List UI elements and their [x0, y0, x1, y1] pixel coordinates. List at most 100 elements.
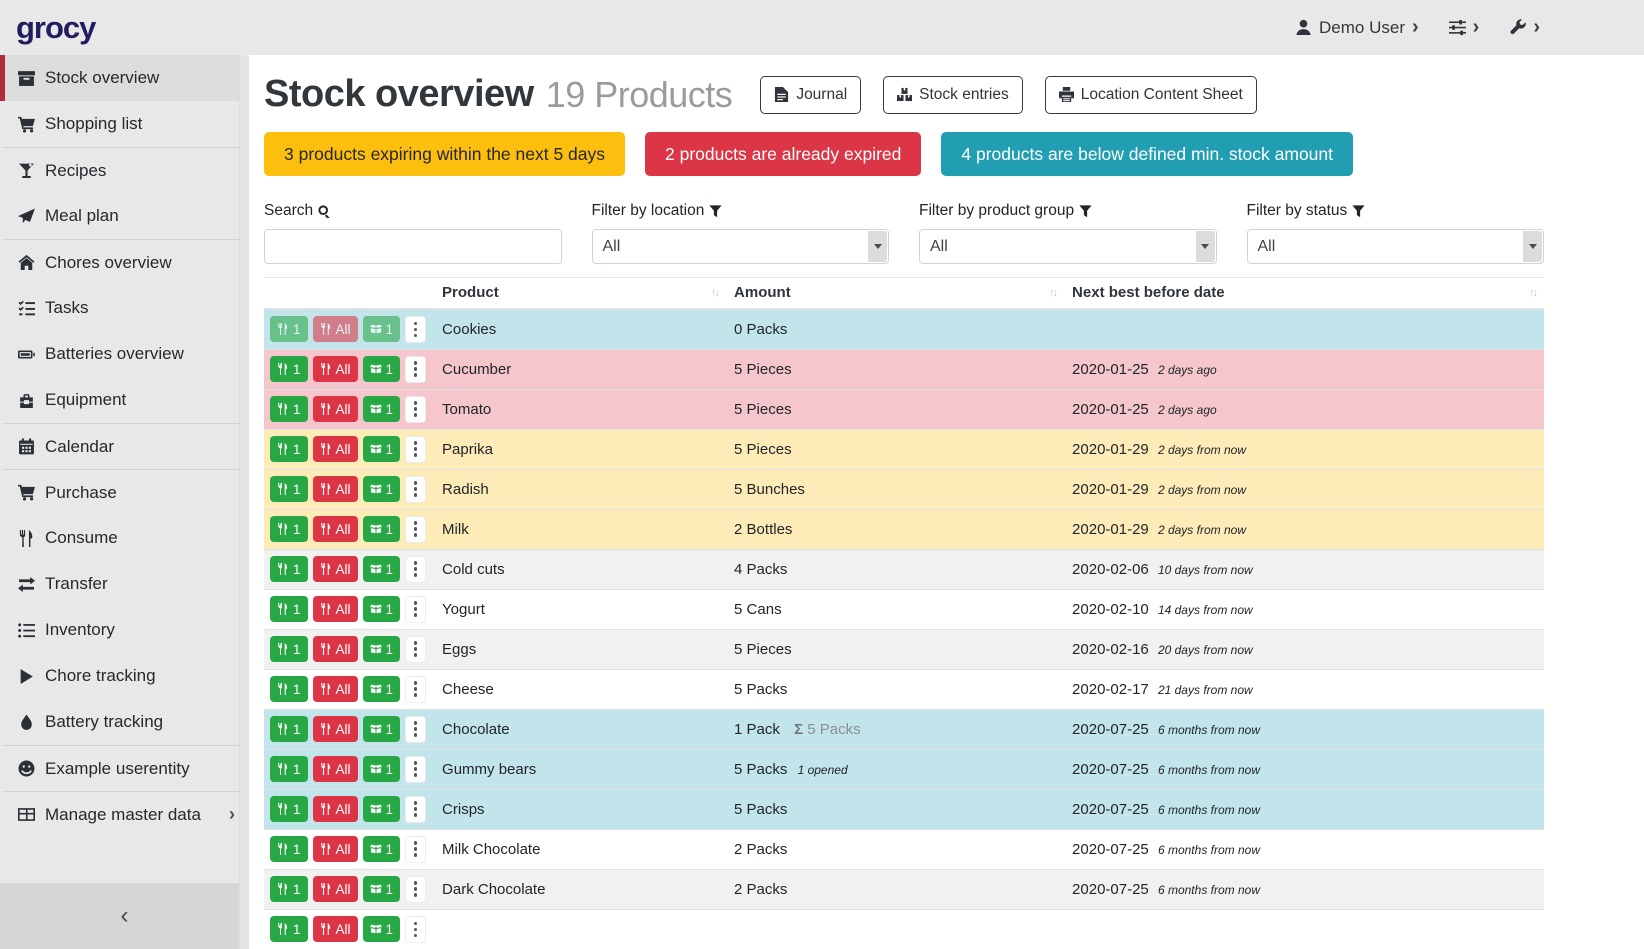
- sidebar-item-manage-master-data[interactable]: Manage master data ›: [0, 791, 249, 837]
- consume-all-button[interactable]: All: [313, 636, 358, 662]
- consume-one-button[interactable]: 1: [270, 396, 308, 422]
- product-group-filter-select[interactable]: All: [919, 229, 1217, 264]
- open-one-button[interactable]: 1: [363, 876, 401, 902]
- row-more-button[interactable]: [405, 796, 426, 823]
- location-content-sheet-button[interactable]: Location Content Sheet: [1045, 76, 1257, 114]
- open-one-button[interactable]: 1: [363, 636, 401, 662]
- row-more-button[interactable]: [405, 436, 426, 463]
- consume-one-button[interactable]: 1: [270, 516, 308, 542]
- open-one-button[interactable]: 1: [363, 716, 401, 742]
- sidebar-item-transfer[interactable]: Transfer: [0, 561, 249, 607]
- search-input[interactable]: [264, 229, 562, 264]
- row-more-button[interactable]: [405, 756, 426, 783]
- consume-one-button[interactable]: 1: [270, 436, 308, 462]
- angle-left-icon: ‹: [121, 902, 129, 930]
- stock-entries-button[interactable]: Stock entries: [883, 76, 1023, 114]
- amount-column-header[interactable]: Amount↑↓: [726, 278, 1064, 310]
- consume-all-button[interactable]: All: [313, 596, 358, 622]
- consume-all-button[interactable]: All: [313, 396, 358, 422]
- sidebar-item-purchase[interactable]: Purchase: [0, 469, 249, 515]
- row-more-button[interactable]: [405, 396, 426, 423]
- consume-all-button[interactable]: All: [313, 676, 358, 702]
- open-one-button[interactable]: 1: [363, 916, 401, 942]
- open-one-button[interactable]: 1: [363, 676, 401, 702]
- sidebar-item-chores-overview[interactable]: Chores overview: [0, 239, 249, 285]
- consume-all-button[interactable]: All: [313, 836, 358, 862]
- consume-all-button[interactable]: All: [313, 556, 358, 582]
- consume-one-button[interactable]: 1: [270, 636, 308, 662]
- consume-one-button[interactable]: 1: [270, 716, 308, 742]
- consume-one-button[interactable]: 1: [270, 836, 308, 862]
- row-more-button[interactable]: [405, 556, 426, 583]
- journal-button[interactable]: Journal: [760, 76, 861, 114]
- consume-one-button[interactable]: 1: [270, 476, 308, 502]
- open-one-button[interactable]: 1: [363, 436, 401, 462]
- row-more-button[interactable]: [405, 356, 426, 383]
- list-icon: [17, 622, 36, 639]
- sidebar-item-example-userentity[interactable]: Example userentity: [0, 745, 249, 791]
- row-more-button[interactable]: [405, 316, 426, 343]
- consume-one-button[interactable]: 1: [270, 676, 308, 702]
- sidebar-item-stock-overview[interactable]: Stock overview: [0, 55, 249, 101]
- consume-one-button[interactable]: 1: [270, 756, 308, 782]
- open-one-button[interactable]: 1: [363, 796, 401, 822]
- row-more-button[interactable]: [405, 516, 426, 543]
- sidebar-item-meal-plan[interactable]: Meal plan: [0, 193, 249, 239]
- status-filter-select[interactable]: All: [1247, 229, 1545, 264]
- row-more-button[interactable]: [405, 676, 426, 703]
- consume-one-button[interactable]: 1: [270, 596, 308, 622]
- row-more-button[interactable]: [405, 876, 426, 903]
- product-column-header[interactable]: Product↑↓: [434, 278, 726, 310]
- consume-all-button[interactable]: All: [313, 796, 358, 822]
- sidebar-item-recipes[interactable]: Recipes: [0, 147, 249, 193]
- open-one-button[interactable]: 1: [363, 596, 401, 622]
- sidebar-item-tasks[interactable]: Tasks: [0, 285, 249, 331]
- consume-one-button[interactable]: 1: [270, 316, 308, 342]
- sidebar-item-shopping-list[interactable]: Shopping list: [0, 101, 249, 147]
- row-more-button[interactable]: [405, 636, 426, 663]
- settings-menu[interactable]: ›: [1449, 18, 1480, 38]
- row-more-button[interactable]: [405, 596, 426, 623]
- open-one-button[interactable]: 1: [363, 396, 401, 422]
- open-one-button[interactable]: 1: [363, 516, 401, 542]
- app-logo[interactable]: grocy: [16, 10, 95, 46]
- user-menu[interactable]: Demo User ›: [1295, 18, 1419, 38]
- open-one-button[interactable]: 1: [363, 316, 401, 342]
- consume-all-button[interactable]: All: [313, 516, 358, 542]
- sidebar-item-equipment[interactable]: Equipment: [0, 377, 249, 423]
- open-one-button[interactable]: 1: [363, 356, 401, 382]
- product-group-filter-label: Filter by product group: [919, 202, 1217, 220]
- open-one-button[interactable]: 1: [363, 836, 401, 862]
- consume-one-button[interactable]: 1: [270, 916, 308, 942]
- open-one-button[interactable]: 1: [363, 556, 401, 582]
- consume-all-button[interactable]: All: [313, 716, 358, 742]
- row-more-button[interactable]: [405, 716, 426, 743]
- sidebar-item-batteries-overview[interactable]: Batteries overview: [0, 331, 249, 377]
- open-one-button[interactable]: 1: [363, 476, 401, 502]
- open-one-button[interactable]: 1: [363, 756, 401, 782]
- consume-one-button[interactable]: 1: [270, 556, 308, 582]
- consume-all-button[interactable]: All: [313, 316, 358, 342]
- consume-all-button[interactable]: All: [313, 436, 358, 462]
- sidebar-item-battery-tracking[interactable]: Battery tracking: [0, 699, 249, 745]
- row-more-button[interactable]: [405, 476, 426, 503]
- date-column-header[interactable]: Next best before date↑↓: [1064, 278, 1544, 310]
- consume-all-button[interactable]: All: [313, 876, 358, 902]
- consume-all-button[interactable]: All: [313, 356, 358, 382]
- sidebar-collapse-button[interactable]: ‹: [0, 883, 249, 949]
- consume-all-button[interactable]: All: [313, 476, 358, 502]
- row-more-button[interactable]: [405, 836, 426, 863]
- sidebar-item-inventory[interactable]: Inventory: [0, 607, 249, 653]
- consume-one-button[interactable]: 1: [270, 796, 308, 822]
- consume-all-button[interactable]: All: [313, 756, 358, 782]
- best-before-date: 2020-02-16: [1072, 641, 1149, 658]
- consume-all-button[interactable]: All: [313, 916, 358, 942]
- row-more-button[interactable]: [405, 916, 426, 943]
- location-filter-select[interactable]: All: [592, 229, 890, 264]
- admin-menu[interactable]: ›: [1509, 18, 1540, 38]
- consume-one-button[interactable]: 1: [270, 876, 308, 902]
- sidebar-item-chore-tracking[interactable]: Chore tracking: [0, 653, 249, 699]
- sidebar-item-calendar[interactable]: Calendar: [0, 423, 249, 469]
- sidebar-item-consume[interactable]: Consume: [0, 515, 249, 561]
- consume-one-button[interactable]: 1: [270, 356, 308, 382]
